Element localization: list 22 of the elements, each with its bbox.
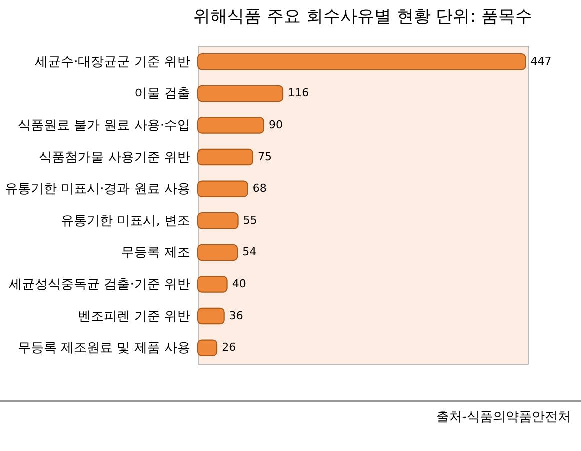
chart-title: 위해식품 주요 회수사유별 현황 단위: 품목수 <box>194 7 532 27</box>
data-label: 90 <box>269 118 283 132</box>
y-tick-label: 식품원료 불가 원료 사용·수입 <box>18 118 190 134</box>
y-tick-label: 벤조피렌 기준 위반 <box>78 309 190 324</box>
data-label: 36 <box>229 309 244 322</box>
data-label: 75 <box>258 150 272 164</box>
y-tick-label: 식품첨가물 사용기준 위반 <box>39 150 190 166</box>
y-tick-label: 이물 검출 <box>134 86 190 102</box>
y-tick-label: 무등록 제조원료 및 제품 사용 <box>18 341 190 356</box>
y-tick-label: 세균성식중독균 검출·기준 위반 <box>9 278 190 292</box>
y-tick-label: 세균수·대장균군 기준 위반 <box>35 54 190 70</box>
data-label: 68 <box>252 182 267 196</box>
data-label: 55 <box>243 214 258 227</box>
data-label: 40 <box>232 278 246 290</box>
data-label: 447 <box>530 54 552 68</box>
data-label: 116 <box>288 86 310 100</box>
data-label: 54 <box>242 246 257 259</box>
data-label: 26 <box>222 341 236 354</box>
y-tick-label: 무등록 제조 <box>121 246 190 261</box>
y-tick-label: 유통기한 미표시, 변조 <box>61 214 190 229</box>
y-tick-label: 유통기한 미표시·경과 원료 사용 <box>4 182 190 198</box>
source-note: 출처-식품의약품안전처 <box>0 402 581 426</box>
